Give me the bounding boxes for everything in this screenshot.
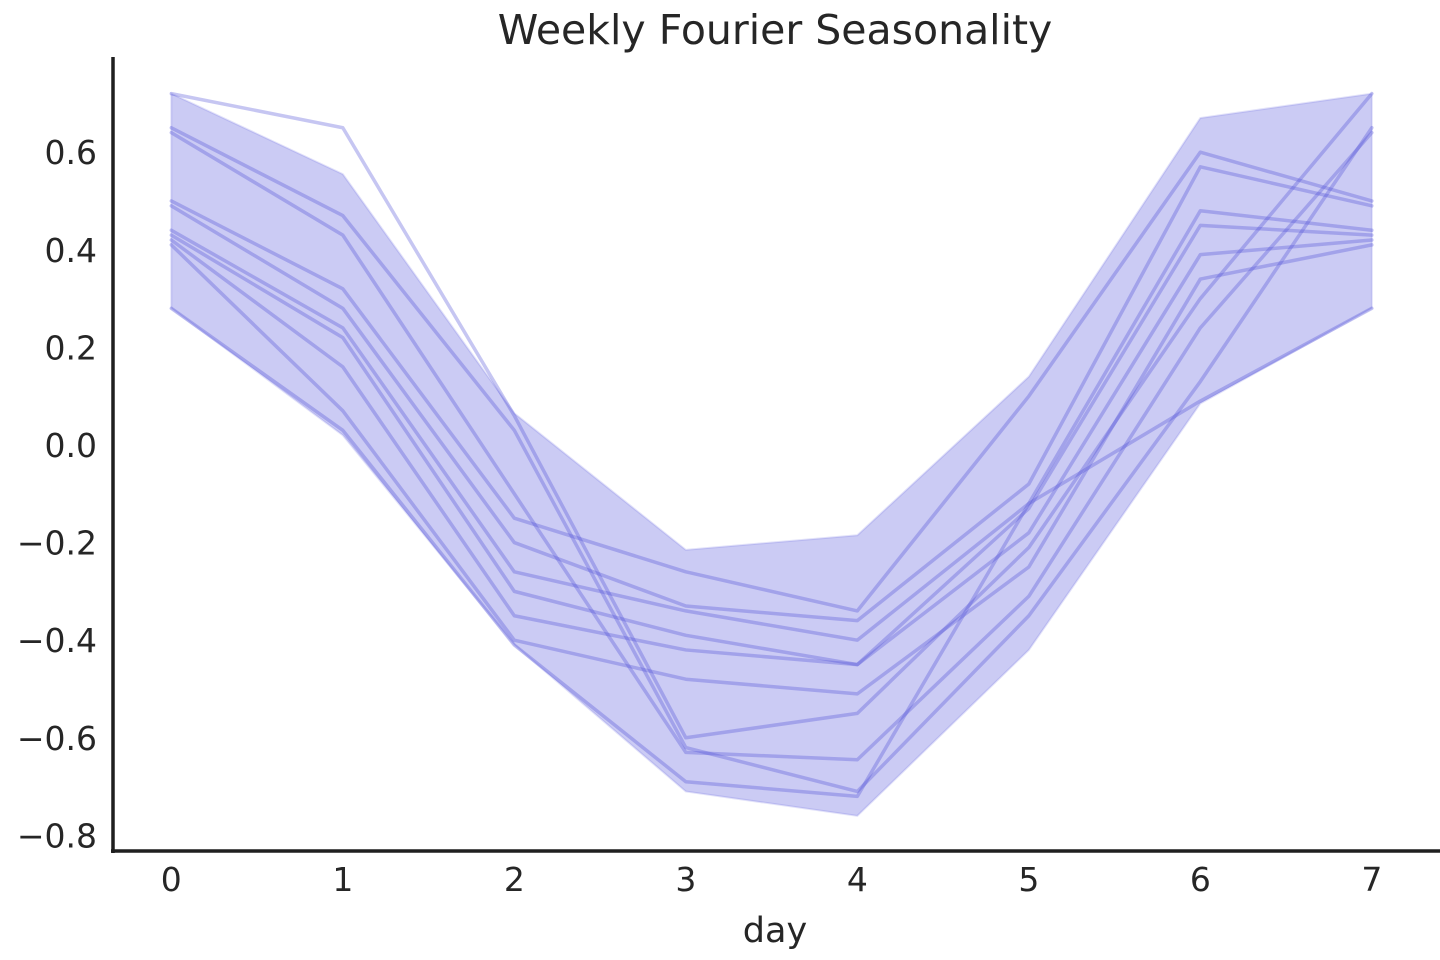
- y-tick-label-3: 0.0: [45, 426, 97, 465]
- y-tick-label-4: −0.2: [17, 524, 97, 563]
- y-tick-label-7: −0.8: [17, 816, 97, 855]
- sample-line-9: [169, 243, 1374, 696]
- y-tick-label-2: 0.2: [45, 328, 97, 367]
- x-tick-label-6: 6: [1190, 860, 1211, 899]
- uncertainty-band-layer: [170, 92, 1373, 817]
- x-tick-label-5: 5: [1018, 860, 1039, 899]
- sample-line-10: [169, 306, 1374, 799]
- y-tick-label-5: −0.4: [17, 621, 97, 660]
- hdi-band: [170, 92, 1373, 817]
- sample-line-4: [169, 150, 1374, 613]
- y-tick-label-1: 0.4: [45, 231, 97, 270]
- x-tick-label-7: 7: [1361, 860, 1382, 899]
- chart-title: Weekly Fourier Seasonality: [498, 6, 1053, 54]
- x-tick-label-1: 1: [332, 860, 353, 899]
- sample-line-3: [169, 130, 1374, 762]
- sample-line-2: [169, 126, 1374, 794]
- x-tick-label-2: 2: [504, 860, 525, 899]
- sample-line-6: [169, 208, 1374, 642]
- x-axis-label: day: [743, 911, 807, 951]
- y-tick-label-0: 0.6: [45, 133, 97, 172]
- sample-line-1: [169, 91, 1374, 740]
- axes-layer: 0 1 2 3 4 5 6 7 0.6 0.4 0.2 0.0 −0.2 −0.4 −0.6 −0.8: [17, 57, 1440, 899]
- sample-line-5: [169, 165, 1374, 623]
- sample-lines-layer: [169, 91, 1374, 799]
- sample-line-7: [169, 223, 1374, 667]
- y-tick-label-6: −0.6: [17, 719, 97, 758]
- x-tick-label-3: 3: [675, 860, 696, 899]
- x-tick-label-0: 0: [161, 860, 182, 899]
- sample-line-8: [169, 238, 1374, 667]
- x-tick-label-4: 4: [847, 860, 868, 899]
